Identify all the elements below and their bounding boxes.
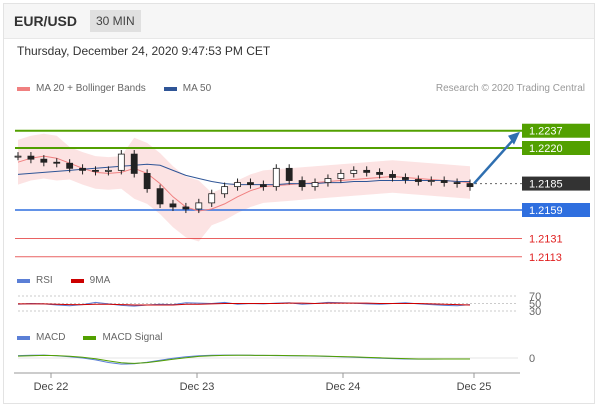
price-candle — [40, 158, 48, 163]
macd-signal-line — [17, 354, 470, 364]
price-candle — [350, 169, 358, 174]
price-candle — [143, 173, 151, 190]
price-candle — [324, 178, 332, 183]
price-candle — [402, 177, 409, 180]
price-candle — [156, 188, 164, 205]
legend-swatch-macd-signal — [83, 335, 97, 340]
price-candle — [195, 202, 203, 210]
main-legend: MA 20 + Bollinger Bands MA 50 — [17, 83, 229, 94]
rsi-9ma-line — [18, 302, 471, 306]
chart-header: EUR/USD 30 MIN — [4, 4, 594, 39]
price-candle — [169, 203, 177, 208]
price-candle — [79, 167, 86, 171]
resistance-tag-1 — [522, 141, 590, 155]
x-tick-label-1: Dec 23 — [180, 381, 215, 393]
price-candle — [234, 182, 241, 188]
price-candle — [298, 180, 306, 188]
price-candle — [311, 182, 319, 188]
last-price-tag — [522, 176, 590, 191]
price-candle — [466, 183, 474, 188]
chart-frame — [3, 3, 595, 404]
legend-ma50-label: MA 50 — [182, 83, 212, 94]
projection-arrow-head — [508, 131, 520, 145]
price-candle — [105, 169, 112, 172]
price-candle — [337, 173, 345, 179]
symbol-title: EUR/USD — [14, 13, 78, 29]
bollinger-band — [18, 133, 470, 242]
projection-arrow-line — [473, 135, 517, 185]
pivot-label: 1.2159 — [529, 205, 563, 217]
pivot-tag — [522, 203, 590, 217]
legend-swatch-rsi — [17, 278, 30, 283]
price-candle — [92, 169, 99, 172]
price-candle — [27, 155, 35, 160]
support-label-5: 1.2113 — [529, 252, 562, 264]
macd-tick-0: 0 — [529, 353, 535, 365]
legend-9ma-label: 9MA — [89, 275, 111, 286]
price-candle — [221, 186, 229, 195]
price-candle — [66, 162, 74, 169]
price-candle — [440, 180, 448, 183]
resistance-label-1: 1.2220 — [529, 143, 563, 155]
price-candle — [427, 180, 435, 182]
legend-swatch-ma20 — [17, 86, 30, 91]
x-tick-label-3: Dec 25 — [457, 381, 492, 393]
legend-rsi-label: RSI — [36, 275, 53, 286]
last-price-label: 1.2185 — [529, 179, 563, 191]
price-candle — [376, 171, 384, 175]
legend-ma20-label: MA 20 + Bollinger Bands — [36, 83, 146, 94]
price-candle — [53, 161, 61, 164]
rsi-tick-1: 50 — [529, 299, 541, 311]
x-tick-label-2: Dec 24 — [326, 381, 361, 393]
price-candle — [453, 182, 461, 184]
price-candle — [130, 153, 138, 174]
legend-macd-label: MACD — [36, 332, 66, 343]
price-candle — [117, 153, 125, 171]
price-candle — [247, 182, 254, 185]
price-candle — [389, 174, 396, 178]
price-candle — [414, 179, 422, 182]
price-candle — [272, 167, 280, 188]
legend-macd-signal-label: MACD Signal — [102, 332, 163, 343]
x-tick-label-0: Dec 22 — [34, 381, 69, 393]
price-candle — [182, 206, 190, 210]
legend-swatch-macd — [17, 335, 30, 340]
support-label-4: 1.2131 — [529, 233, 563, 245]
rsi-legend: RSI 9MA — [17, 275, 128, 286]
research-credit: Research © 2020 Trading Central — [435, 83, 585, 94]
price-candle — [285, 167, 293, 181]
price-candle — [14, 155, 22, 158]
macd-line — [17, 354, 470, 365]
timestamp: Thursday, December 24, 2020 9:47:53 PM C… — [17, 44, 271, 58]
resistance-tag-0 — [522, 123, 590, 138]
price-candle — [363, 169, 371, 173]
resistance-label-0: 1.2237 — [529, 126, 563, 138]
rsi-tick-0: 70 — [529, 291, 541, 303]
ma50-line — [17, 163, 470, 186]
legend-swatch-9ma — [70, 278, 84, 283]
legend-swatch-ma50 — [163, 86, 177, 91]
rsi-tick-2: 30 — [529, 306, 541, 318]
macd-legend: MACD MACD Signal — [17, 332, 180, 343]
timeframe-badge[interactable]: 30 MIN — [90, 10, 141, 32]
price-candle — [208, 193, 216, 204]
price-candle — [259, 184, 267, 188]
